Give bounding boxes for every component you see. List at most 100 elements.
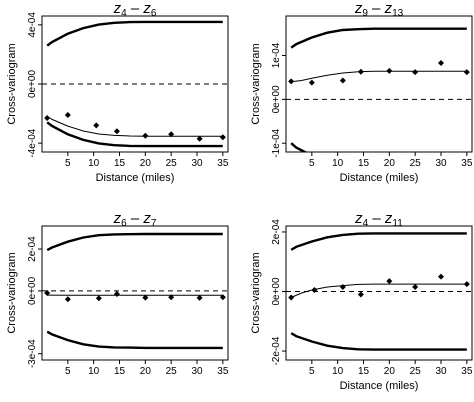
y-axis-title: Cross-variogram bbox=[250, 252, 262, 333]
y-tick-label: -1e-04 bbox=[271, 128, 282, 157]
title-subscript-1: 4 bbox=[363, 218, 369, 229]
empirical-point bbox=[288, 294, 295, 301]
panel-1: z4 – z65 10 15 20 25 30 35-4e-040e+004e-04Dist… bbox=[6, 0, 229, 184]
x-tick-label: 10 bbox=[88, 158, 100, 169]
empirical-point bbox=[386, 67, 393, 74]
x-tick-label: 15 bbox=[358, 366, 370, 377]
upper-envelope-line bbox=[46, 20, 223, 47]
lower-envelope-line bbox=[290, 332, 467, 351]
empirical-point bbox=[219, 294, 226, 301]
plot-area bbox=[288, 232, 470, 351]
empirical-point bbox=[339, 284, 346, 291]
empirical-point bbox=[113, 291, 120, 298]
x-tick-label: 25 bbox=[410, 366, 422, 377]
y-tick-label: 1e-04 bbox=[271, 42, 282, 68]
x-tick-label: 5 bbox=[309, 366, 315, 377]
plot-frame bbox=[285, 15, 473, 153]
y-tick-label: -3e-04 bbox=[27, 339, 38, 368]
title-separator: – bbox=[368, 0, 385, 17]
empirical-point bbox=[463, 69, 470, 76]
title-separator: – bbox=[127, 210, 144, 227]
x-tick-label: 35 bbox=[461, 366, 473, 377]
x-tick-label: 20 bbox=[140, 158, 152, 169]
x-tick-label: 15 bbox=[358, 158, 370, 169]
empirical-point bbox=[288, 78, 295, 85]
x-tick-label: 30 bbox=[435, 366, 447, 377]
x-axis-title: Distance (miles) bbox=[340, 380, 419, 392]
empirical-point bbox=[142, 294, 149, 301]
y-tick-label: 2e-04 bbox=[27, 236, 38, 262]
empirical-point bbox=[93, 122, 100, 129]
title-subscript-2: 7 bbox=[151, 218, 157, 229]
x-tick-label: 20 bbox=[384, 158, 396, 169]
empirical-point bbox=[412, 284, 419, 291]
title-subscript-2: 13 bbox=[392, 8, 404, 19]
y-tick-label: 2e-04 bbox=[271, 219, 282, 245]
empirical-point bbox=[168, 294, 175, 301]
title-variable: z bbox=[354, 210, 363, 227]
fitted-model-line bbox=[291, 70, 467, 83]
title-variable: z bbox=[142, 210, 151, 227]
fitted-model-line bbox=[290, 283, 467, 298]
lower-envelope-line bbox=[46, 330, 223, 350]
empirical-point bbox=[196, 294, 203, 301]
plot-frame bbox=[285, 225, 473, 361]
y-tick-label: 0e+00 bbox=[27, 276, 38, 305]
plot-area bbox=[44, 232, 226, 350]
x-tick-label: 25 bbox=[166, 158, 178, 169]
empirical-point bbox=[95, 295, 102, 302]
empirical-point bbox=[168, 131, 175, 138]
title-variable: z bbox=[142, 0, 151, 17]
empirical-point bbox=[438, 59, 444, 66]
y-tick-label: -2e-04 bbox=[271, 336, 282, 365]
title-variable: z bbox=[384, 0, 393, 17]
x-tick-label: 25 bbox=[410, 158, 422, 169]
y-axis-title: Cross-variogram bbox=[250, 43, 262, 124]
empirical-point bbox=[44, 290, 51, 296]
empirical-point bbox=[44, 115, 51, 121]
x-tick-label: 25 bbox=[166, 366, 178, 377]
y-tick-label: 4e-04 bbox=[27, 12, 38, 38]
upper-envelope-line bbox=[290, 232, 467, 251]
panel-3: z6 – z75 10 15 20 25 30 35-3e-040e+002e-04Cros… bbox=[6, 210, 229, 377]
title-subscript-1: 4 bbox=[121, 8, 127, 19]
x-tick-label: 5 bbox=[65, 158, 71, 169]
panel-title: z9 – z13 bbox=[354, 0, 404, 19]
x-tick-label: 30 bbox=[435, 158, 447, 169]
empirical-point bbox=[308, 79, 315, 86]
plot-area bbox=[288, 27, 470, 152]
title-variable: z bbox=[354, 0, 363, 17]
empirical-point bbox=[113, 128, 120, 135]
x-tick-label: 10 bbox=[332, 366, 344, 377]
x-tick-label: 15 bbox=[114, 366, 126, 377]
x-tick-label: 5 bbox=[309, 158, 315, 169]
y-axis-title: Cross-variogram bbox=[6, 43, 18, 124]
title-variable: z bbox=[113, 210, 122, 227]
empirical-point bbox=[357, 68, 364, 75]
empirical-point bbox=[339, 77, 346, 84]
title-variable: z bbox=[384, 210, 393, 227]
empirical-point bbox=[463, 281, 470, 288]
title-subscript-1: 6 bbox=[121, 218, 127, 229]
title-subscript-2: 11 bbox=[392, 218, 403, 229]
empirical-point bbox=[64, 296, 71, 303]
plot-area bbox=[44, 20, 226, 148]
empirical-point bbox=[64, 112, 71, 119]
empirical-point bbox=[311, 287, 318, 294]
x-tick-label: 5 bbox=[65, 366, 71, 377]
plot-frame bbox=[41, 225, 229, 361]
y-tick-label: 0e+00 bbox=[271, 277, 282, 306]
title-subscript-1: 9 bbox=[362, 8, 368, 19]
x-axis-title: Distance (miles) bbox=[96, 172, 175, 184]
lower-envelope-line bbox=[46, 121, 223, 148]
y-axis-title: Cross-variogram bbox=[6, 252, 18, 333]
x-tick-label: 10 bbox=[88, 366, 100, 377]
x-tick-label: 35 bbox=[217, 158, 229, 169]
x-tick-label: 20 bbox=[140, 366, 152, 377]
x-tick-label: 35 bbox=[217, 366, 229, 377]
x-tick-label: 15 bbox=[114, 158, 126, 169]
title-separator: – bbox=[368, 210, 385, 227]
empirical-point bbox=[142, 132, 149, 139]
